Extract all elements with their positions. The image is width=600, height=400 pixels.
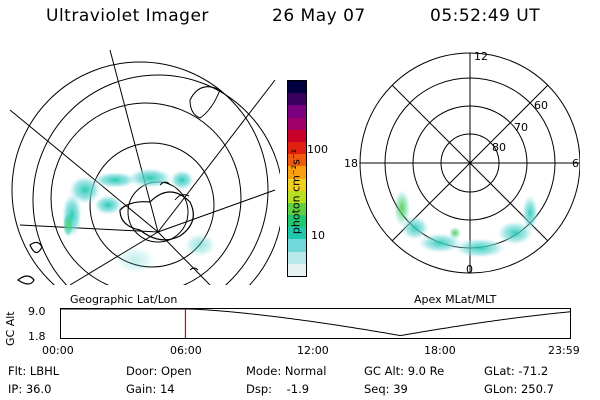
- geographic-label: Geographic Lat/Lon: [70, 293, 178, 306]
- mlat-label-80: 80: [492, 141, 506, 154]
- mlt-label-6: 6: [572, 157, 579, 170]
- mode-value: Normal: [284, 364, 327, 378]
- colorbar-swatch: [288, 227, 306, 240]
- mlt-label-0: 0: [466, 263, 473, 276]
- time-tick-0600: 06:00: [170, 344, 202, 357]
- time-tick-0000: 00:00: [42, 344, 74, 357]
- time-tick-2359: 23:59: [548, 344, 580, 357]
- gain-value: 14: [159, 382, 175, 396]
- colorbar-swatch: [288, 166, 306, 179]
- sequence-value: 39: [393, 382, 408, 396]
- filter-value: LBHL: [29, 364, 60, 378]
- colorbar-tick-100: 100: [307, 143, 328, 156]
- colorbar-swatch: [288, 251, 306, 264]
- meridian: [9, 109, 159, 233]
- mode-status: Mode: Normal: [246, 364, 327, 378]
- mlt-label-12: 12: [474, 50, 488, 63]
- latitude-circle: [127, 181, 189, 243]
- colorbar-tick-10: 10: [311, 229, 325, 242]
- magnetic-polar-plot: 12 18 6 0 60 70 80: [344, 50, 580, 276]
- colorbar-swatch: [288, 190, 306, 203]
- glat-value: -71.2: [518, 364, 549, 378]
- colorbar-swatch: [288, 93, 306, 106]
- altitude-max-label: 9.0: [28, 305, 46, 318]
- coastline-new-zealand: [16, 241, 43, 285]
- colorbar-swatch: [288, 105, 306, 118]
- gc-altitude-value: 9.0 Re: [407, 364, 445, 378]
- observation-time: 05:52:49 UT: [430, 6, 541, 26]
- instrument-title: Ultraviolet Imager: [46, 6, 209, 26]
- mlt-meridian-diagonal: [391, 84, 549, 242]
- colorbar: [287, 80, 307, 277]
- aurora-oval-magnetic: [394, 190, 538, 258]
- time-tick-1800: 18:00: [424, 344, 456, 357]
- altitude-min-label: 1.8: [28, 330, 46, 343]
- altitude-curve: [60, 308, 571, 337]
- coastline-antarctica: [119, 191, 194, 241]
- ip-value: 36.0: [25, 382, 52, 396]
- colorbar-swatch: [288, 202, 306, 216]
- colorbar-swatch: [288, 239, 306, 252]
- gc-altitude-status: GC Alt: 9.0 Re: [364, 364, 445, 378]
- mlat-label-60: 60: [534, 99, 548, 112]
- door-status: Door: Open: [126, 364, 192, 378]
- meridian: [157, 231, 211, 285]
- colorbar-swatch: [288, 178, 306, 191]
- coastline-australia: [189, 86, 221, 119]
- coastline-islands: [159, 181, 199, 271]
- latitude-circle: [11, 61, 269, 285]
- gain-status: Gain: 14: [126, 382, 175, 396]
- mlat-label-70: 70: [514, 121, 528, 134]
- colorbar-swatch: [288, 263, 306, 276]
- colorbar-swatch: [288, 117, 306, 130]
- meridian: [19, 224, 159, 233]
- altitude-plot: [60, 308, 571, 339]
- glon-status: GLon: 250.7: [484, 382, 554, 396]
- colorbar-swatch: [288, 154, 306, 167]
- glat-status: GLat: -71.2: [484, 364, 549, 378]
- geographic-map: [9, 49, 280, 285]
- aurora-emission: [62, 168, 216, 274]
- magnetic-label: Apex MLat/MLT: [414, 293, 497, 306]
- colorbar-swatch: [288, 81, 306, 94]
- filter-status: Flt: LBHL: [8, 364, 60, 378]
- meridian: [69, 231, 159, 285]
- sequence-status: Seq: 39: [364, 382, 408, 396]
- colorbar-swatch: [288, 129, 306, 142]
- observation-date: 26 May 07: [272, 6, 366, 26]
- door-value: Open: [160, 364, 192, 378]
- colorbar-swatch: [288, 141, 306, 155]
- latitude-circle: [50, 102, 242, 285]
- colorbar-unit-label: photon cm⁻²s⁻¹: [289, 148, 303, 235]
- time-tick-1200: 12:00: [297, 344, 329, 357]
- ip-status: IP: 36.0: [8, 382, 52, 396]
- altitude-plot-frame: [60, 308, 571, 339]
- earth-limb: [32, 74, 280, 285]
- altitude-axis-label: GC Alt: [4, 311, 17, 346]
- mlt-label-18: 18: [344, 157, 358, 170]
- dsp-value: -1.9: [286, 382, 310, 396]
- meridian: [157, 79, 276, 233]
- meridian: [157, 189, 276, 233]
- colorbar-swatch: [288, 215, 306, 228]
- dsp-status: Dsp: -1.9: [246, 382, 310, 396]
- glon-value: 250.7: [520, 382, 554, 396]
